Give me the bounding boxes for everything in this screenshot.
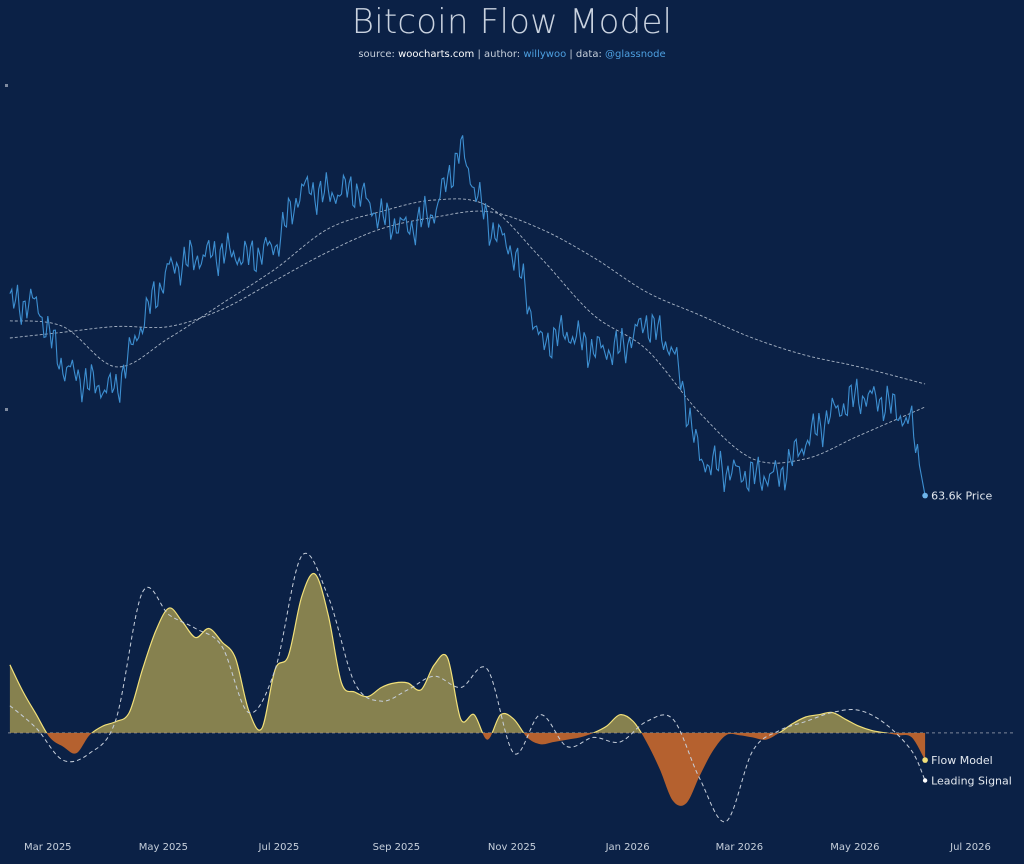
flow-model-end-marker (922, 757, 928, 763)
flow-model-positive-area (9, 573, 886, 733)
axis-marker (5, 84, 8, 87)
axis-marker (5, 408, 8, 411)
source-label: source: (358, 49, 399, 60)
x-tick-label: Jul 2026 (949, 842, 991, 853)
price-line (9, 135, 926, 496)
x-tick-label: Mar 2026 (716, 842, 764, 853)
x-tick-label: Nov 2025 (488, 842, 536, 853)
flow-model-line (9, 572, 889, 733)
flow-panel (8, 552, 1016, 823)
chart-title: Bitcoin Flow Model (351, 2, 673, 42)
flow-model-end-label: Flow Model (931, 754, 993, 767)
flow-model-negative-area (9, 732, 926, 806)
source-link[interactable]: woocharts.com (398, 49, 475, 60)
x-tick-label: Jul 2025 (258, 842, 300, 853)
data-label: | data: (566, 49, 606, 60)
price-end-marker (922, 492, 928, 499)
leading-signal-end-label: Leading Signal (931, 775, 1012, 788)
x-tick-label: May 2025 (139, 842, 188, 853)
chart-subtitle: source: woocharts.com | author: willywoo… (0, 49, 1024, 60)
author-label: | author: (474, 49, 524, 60)
author-link[interactable]: willywoo (523, 49, 567, 60)
price-end-label: 63.6k Price (931, 490, 992, 503)
x-tick-label: May 2026 (830, 842, 879, 853)
leading-signal-line (9, 552, 926, 823)
x-tick-label: Jan 2026 (605, 842, 650, 853)
leading-signal-end-marker (922, 778, 928, 783)
data-source-link[interactable]: @glassnode (605, 49, 666, 60)
x-tick-label: Mar 2025 (24, 842, 72, 853)
moving-average-1 (9, 198, 926, 464)
moving-average-2 (9, 210, 926, 385)
series-labels: 63.6k Price Flow Model Leading Signal (922, 490, 1012, 788)
x-axis: Mar 2025 May 2025 Jul 2025 Sep 2025 Nov 2025… (5, 84, 991, 853)
price-panel (9, 135, 926, 496)
x-tick-label: Sep 2025 (373, 842, 420, 853)
